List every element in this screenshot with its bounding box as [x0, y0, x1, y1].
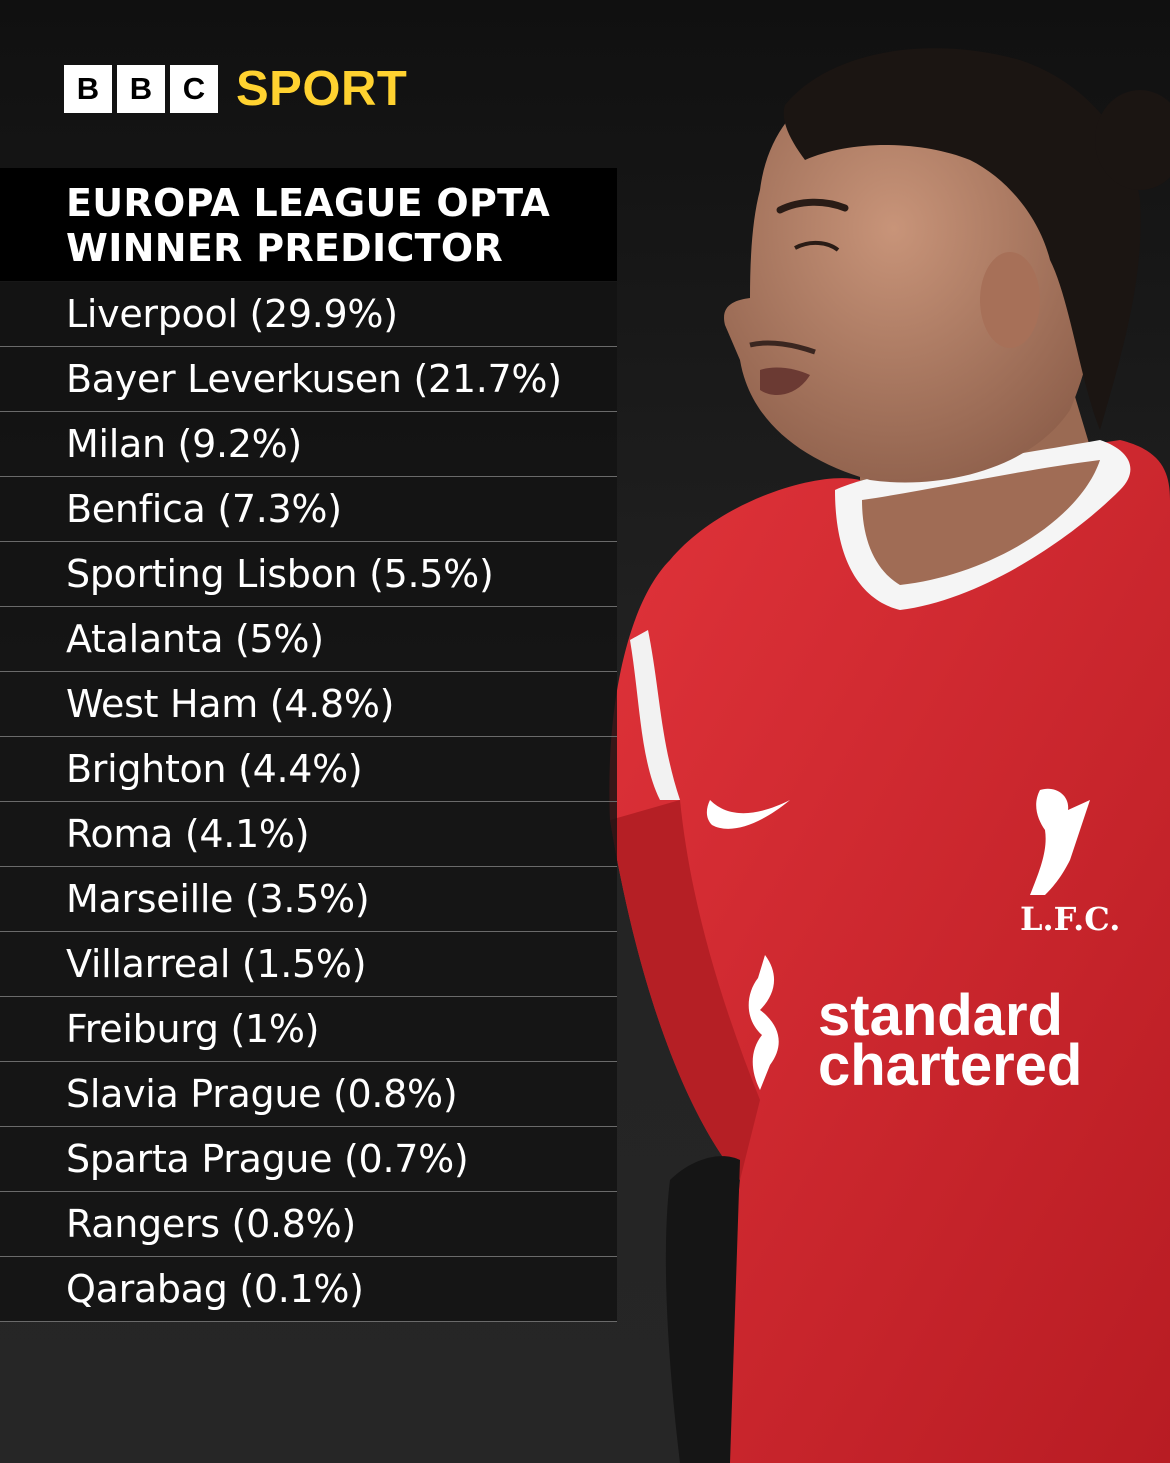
prediction-text: Roma (4.1%) — [66, 812, 310, 856]
title-line-1: EUROPA LEAGUE OPTA — [66, 181, 551, 225]
list-item: Bayer Leverkusen (21.7%) — [0, 347, 617, 412]
prediction-text: Benfica (7.3%) — [66, 487, 342, 531]
player-photo: L.F.C. standard chartered — [600, 0, 1170, 1463]
prediction-text: Slavia Prague (0.8%) — [66, 1072, 458, 1116]
list-item: Qarabag (0.1%) — [0, 1257, 617, 1322]
list-item: Freiburg (1%) — [0, 997, 617, 1062]
list-item: Sporting Lisbon (5.5%) — [0, 542, 617, 607]
prediction-text: Rangers (0.8%) — [66, 1202, 356, 1246]
list-item: Slavia Prague (0.8%) — [0, 1062, 617, 1127]
prediction-text: Qarabag (0.1%) — [66, 1267, 364, 1311]
logo-block-b1: B — [64, 65, 112, 113]
list-item: Brighton (4.4%) — [0, 737, 617, 802]
prediction-text: West Ham (4.8%) — [66, 682, 395, 726]
prediction-text: Villarreal (1.5%) — [66, 942, 367, 986]
prediction-text: Marseille (3.5%) — [66, 877, 370, 921]
list-item: Benfica (7.3%) — [0, 477, 617, 542]
prediction-text: Milan (9.2%) — [66, 422, 302, 466]
prediction-text: Liverpool (29.9%) — [66, 292, 398, 336]
sponsor-line-2: chartered — [818, 1033, 1082, 1098]
list-item: Marseille (3.5%) — [0, 867, 617, 932]
bbc-sport-logo: B B C SPORT — [64, 62, 408, 116]
logo-sport-label: SPORT — [236, 62, 408, 116]
list-item: Milan (9.2%) — [0, 412, 617, 477]
list-item: Villarreal (1.5%) — [0, 932, 617, 997]
prediction-text: Atalanta (5%) — [66, 617, 324, 661]
title-line-2: WINNER PREDICTOR — [66, 226, 504, 270]
logo-block-c: C — [170, 65, 218, 113]
crest-text: L.F.C. — [1020, 900, 1120, 938]
logo-block-b2: B — [117, 65, 165, 113]
prediction-text: Sporting Lisbon (5.5%) — [66, 552, 494, 596]
prediction-text: Freiburg (1%) — [66, 1007, 320, 1051]
graphic-title: EUROPA LEAGUE OPTA WINNER PREDICTOR — [0, 168, 617, 281]
prediction-text: Brighton (4.4%) — [66, 747, 363, 791]
list-item: Liverpool (29.9%) — [0, 282, 617, 347]
list-item: Atalanta (5%) — [0, 607, 617, 672]
predictions-list: Liverpool (29.9%) Bayer Leverkusen (21.7… — [0, 282, 617, 1322]
list-item: Rangers (0.8%) — [0, 1192, 617, 1257]
prediction-text: Bayer Leverkusen (21.7%) — [66, 357, 562, 401]
sponsor-line-1: standard — [818, 983, 1063, 1048]
list-item: West Ham (4.8%) — [0, 672, 617, 737]
prediction-text: Sparta Prague (0.7%) — [66, 1137, 469, 1181]
list-item: Sparta Prague (0.7%) — [0, 1127, 617, 1192]
list-item: Roma (4.1%) — [0, 802, 617, 867]
